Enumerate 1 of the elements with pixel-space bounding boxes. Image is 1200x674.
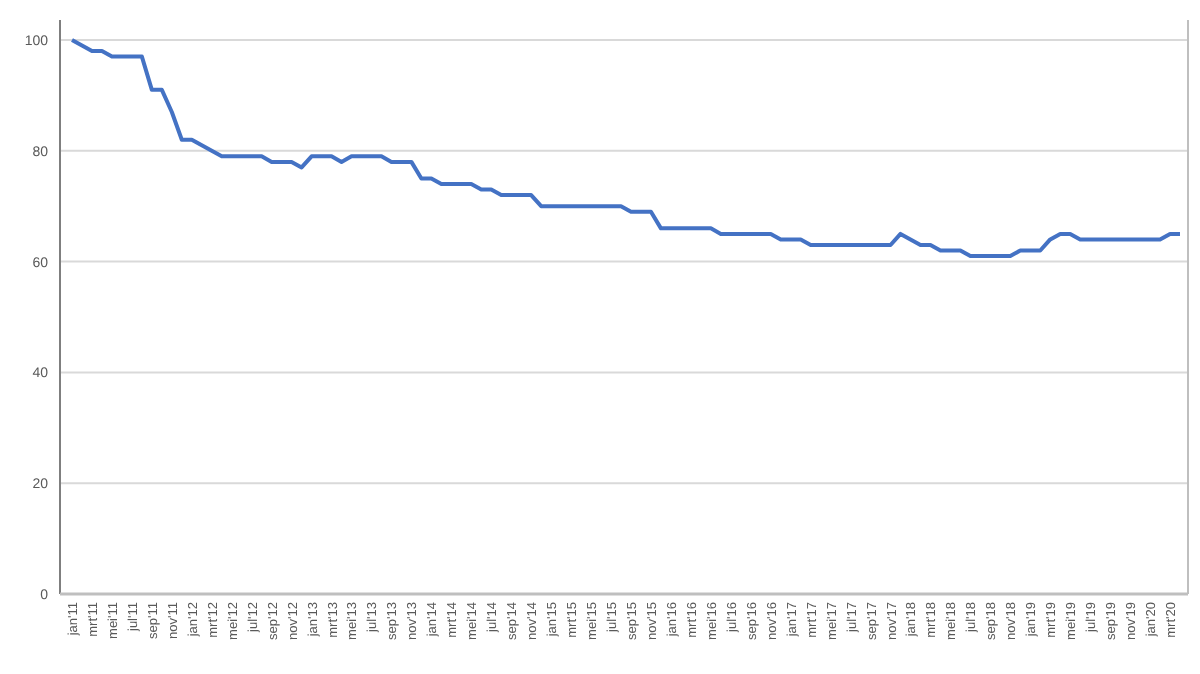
line-series — [70, 38, 1182, 259]
